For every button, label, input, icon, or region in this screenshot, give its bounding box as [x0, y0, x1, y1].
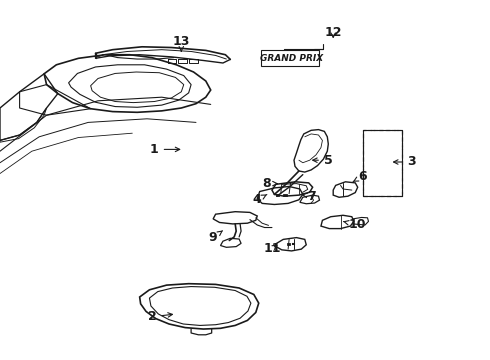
Text: 7: 7: [302, 190, 316, 203]
Text: 11: 11: [263, 242, 281, 255]
Text: 6: 6: [353, 170, 367, 183]
Text: 8: 8: [263, 177, 277, 190]
Text: 1: 1: [150, 143, 180, 156]
Text: 10: 10: [343, 219, 367, 231]
Text: 9: 9: [209, 231, 222, 244]
Text: 2: 2: [147, 310, 172, 323]
Text: 5: 5: [313, 154, 333, 167]
Text: 12: 12: [324, 26, 342, 39]
Text: GRAND PRIX: GRAND PRIX: [260, 54, 323, 63]
Text: 3: 3: [393, 156, 416, 168]
Text: 4: 4: [253, 193, 267, 206]
Text: 13: 13: [172, 35, 190, 51]
